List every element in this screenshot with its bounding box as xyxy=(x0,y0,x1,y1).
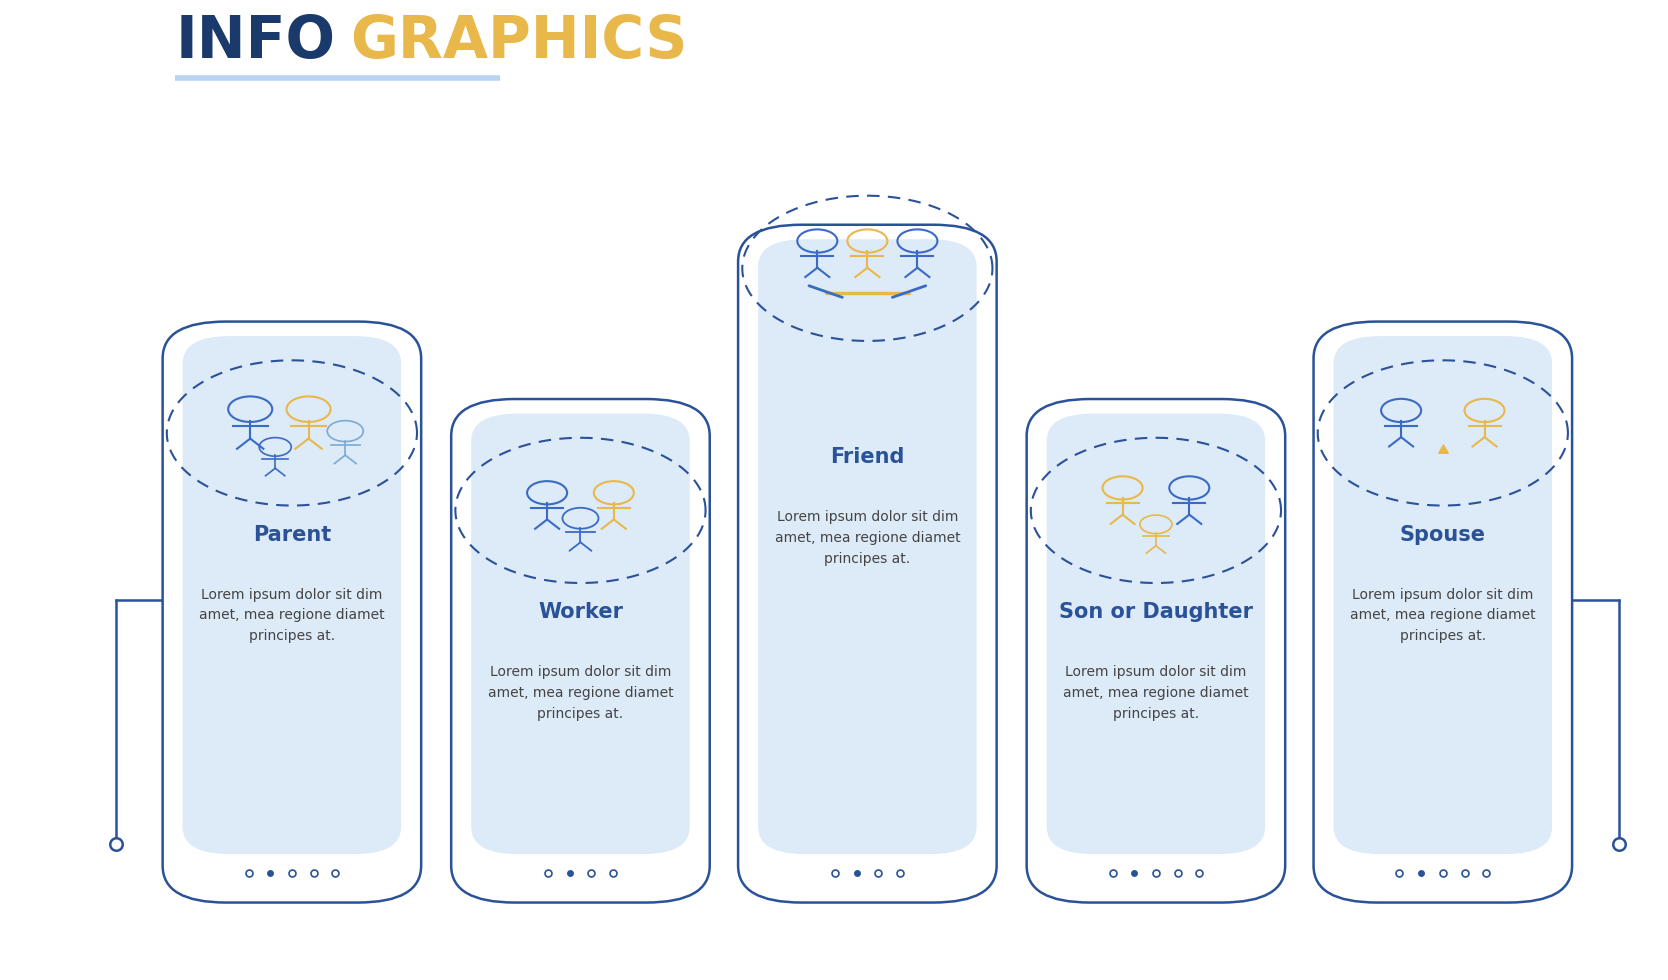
Text: Lorem ipsum dolor sit dim
amet, mea regione diamet
principes at.: Lorem ipsum dolor sit dim amet, mea regi… xyxy=(774,511,961,565)
Text: Son or Daughter: Son or Daughter xyxy=(1059,603,1253,622)
Text: Lorem ipsum dolor sit dim
amet, mea regione diamet
principes at.: Lorem ipsum dolor sit dim amet, mea regi… xyxy=(198,588,385,643)
FancyBboxPatch shape xyxy=(183,336,400,855)
Text: Parent: Parent xyxy=(254,525,330,545)
FancyBboxPatch shape xyxy=(757,239,977,855)
FancyBboxPatch shape xyxy=(1313,321,1571,903)
Text: Lorem ipsum dolor sit dim
amet, mea regione diamet
principes at.: Lorem ipsum dolor sit dim amet, mea regi… xyxy=(1349,588,1536,643)
FancyBboxPatch shape xyxy=(163,321,420,903)
Text: Lorem ipsum dolor sit dim
amet, mea regione diamet
principes at.: Lorem ipsum dolor sit dim amet, mea regi… xyxy=(487,665,674,720)
Text: Lorem ipsum dolor sit dim
amet, mea regione diamet
principes at.: Lorem ipsum dolor sit dim amet, mea regi… xyxy=(1063,665,1249,720)
FancyBboxPatch shape xyxy=(470,414,689,855)
Text: INFO: INFO xyxy=(175,13,335,70)
FancyBboxPatch shape xyxy=(1026,399,1284,903)
FancyBboxPatch shape xyxy=(1334,336,1551,855)
FancyBboxPatch shape xyxy=(1046,414,1264,855)
Text: GRAPHICS: GRAPHICS xyxy=(350,13,687,70)
Text: Worker: Worker xyxy=(539,603,622,622)
Text: Friend: Friend xyxy=(831,448,904,467)
FancyBboxPatch shape xyxy=(737,224,996,903)
Text: Spouse: Spouse xyxy=(1399,525,1486,545)
FancyBboxPatch shape xyxy=(450,399,711,903)
